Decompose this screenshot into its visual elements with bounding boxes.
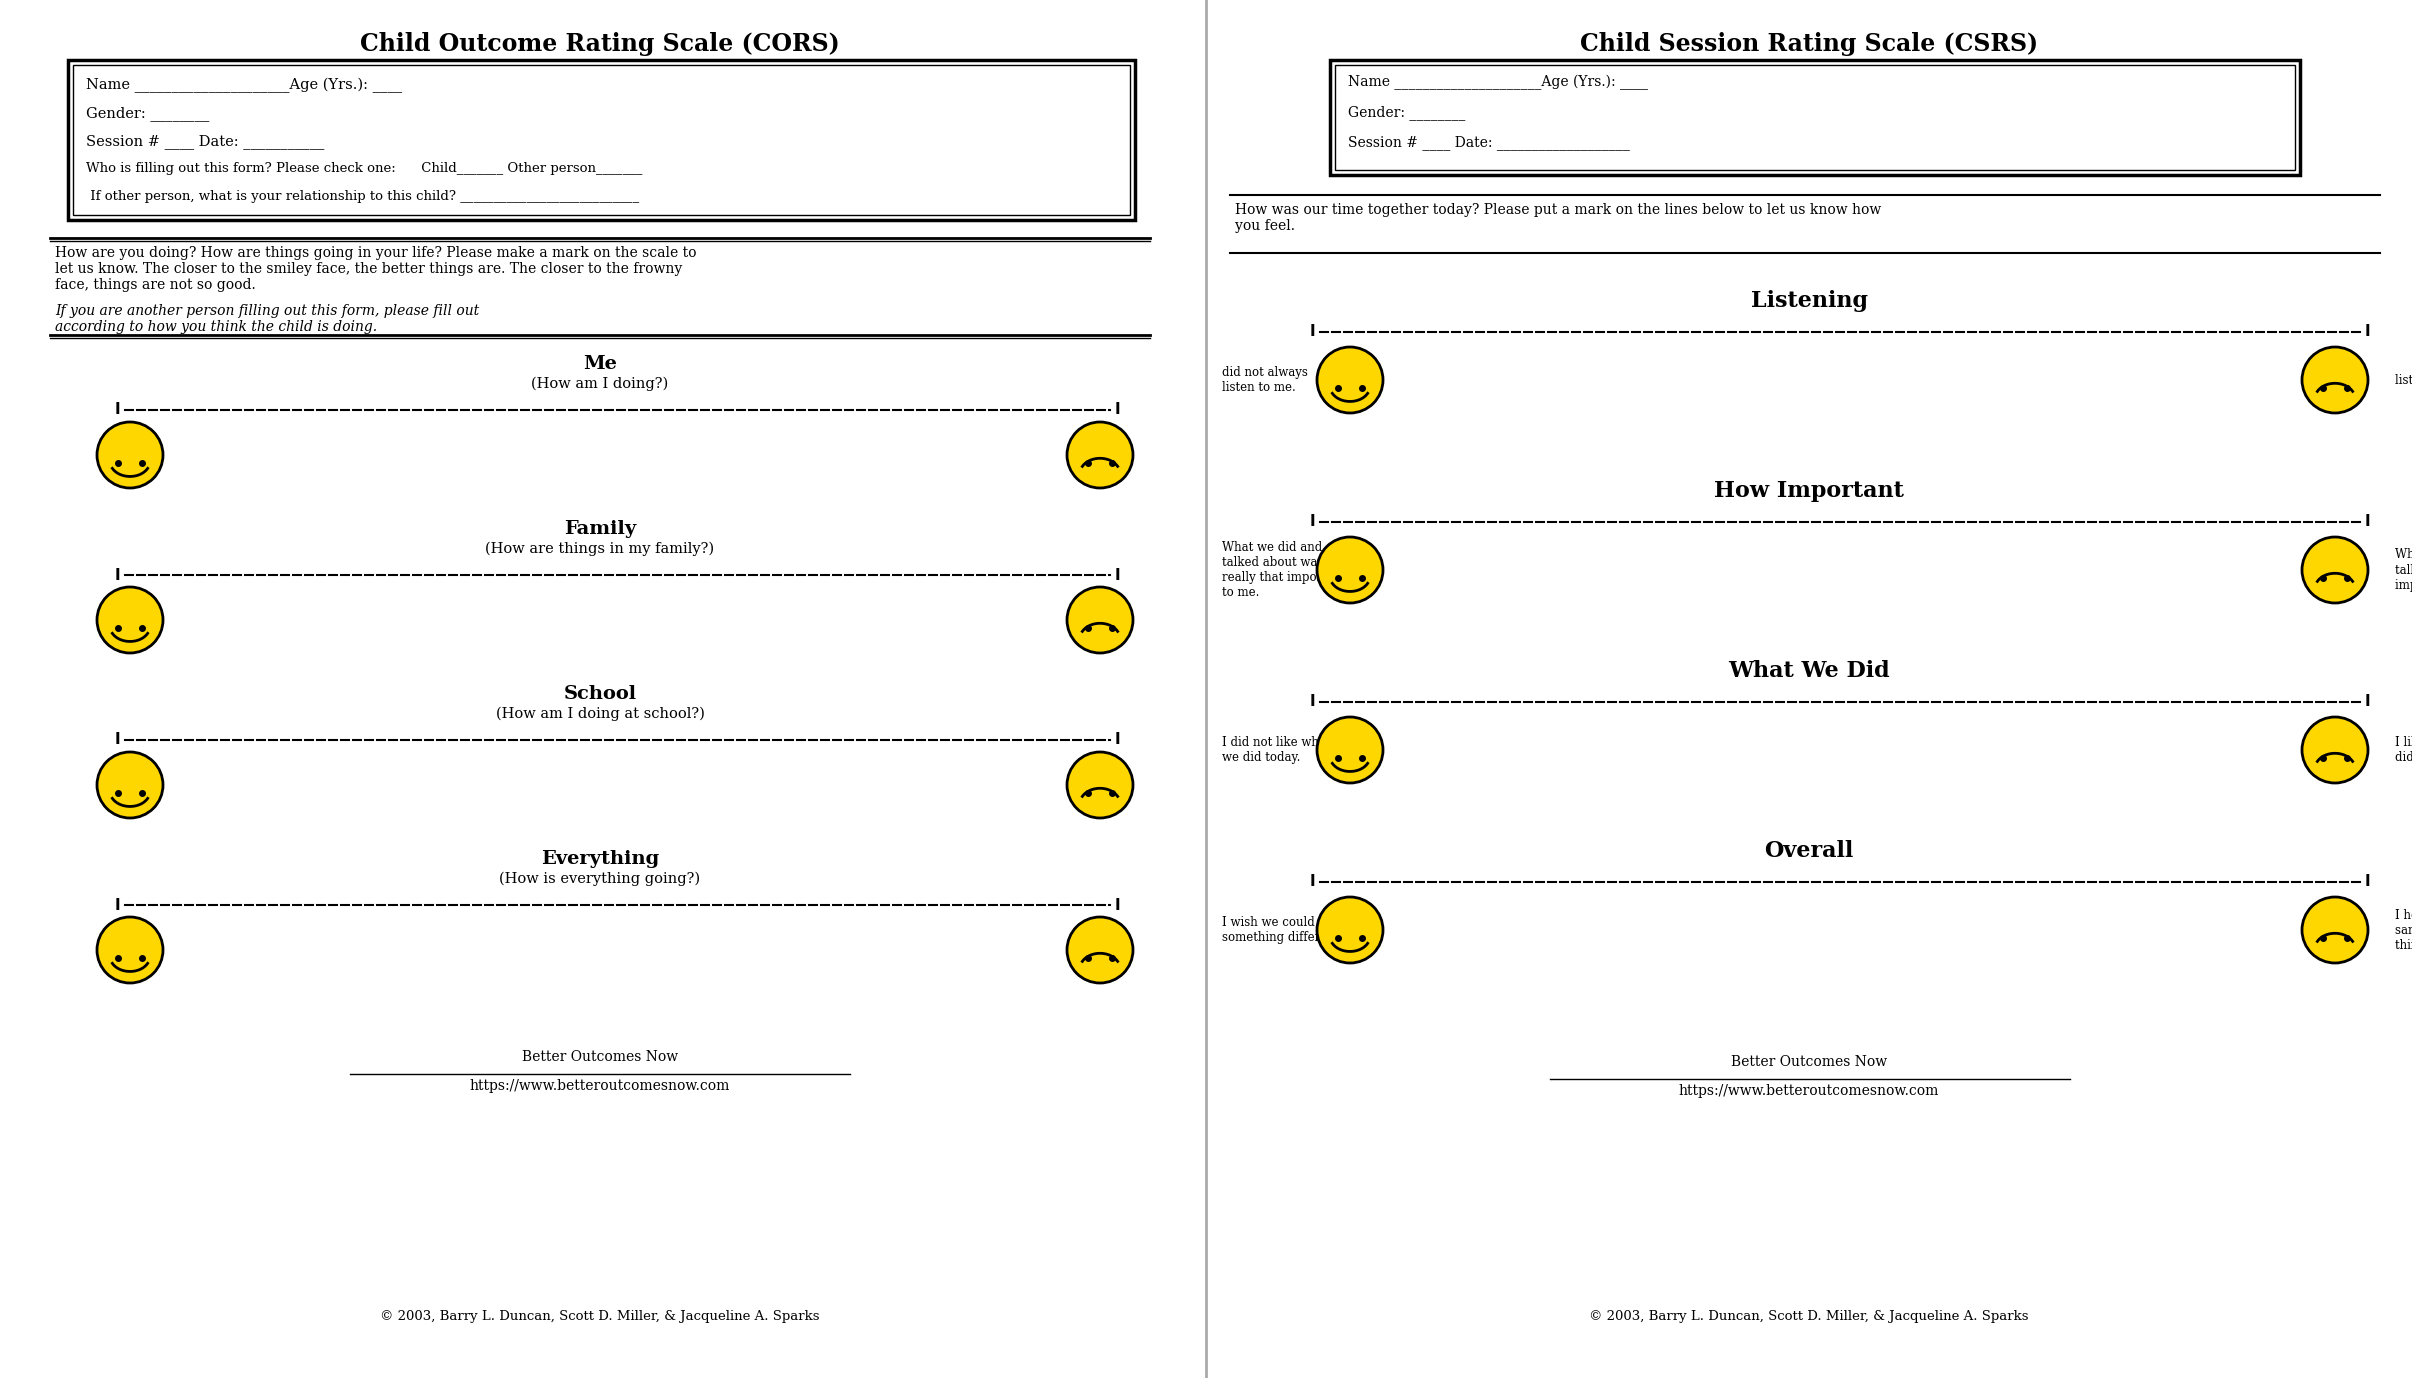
Text: If other person, what is your relationship to this child? ______________________: If other person, what is your relationsh… (87, 190, 639, 203)
Circle shape (2301, 537, 2369, 604)
Circle shape (96, 587, 164, 653)
Text: I: I (1114, 568, 1119, 583)
Text: What we did and
talked about was not
really that important
to me.: What we did and talked about was not rea… (1223, 542, 1346, 599)
Text: I: I (1114, 733, 1119, 747)
Text: did not always
listen to me.: did not always listen to me. (1223, 367, 1307, 394)
Text: Session # ____ Date: ___________________: Session # ____ Date: ___________________ (1348, 135, 1631, 150)
Text: Better Outcomes Now: Better Outcomes Now (1732, 1056, 1886, 1069)
Circle shape (1066, 587, 1134, 653)
Circle shape (1317, 897, 1382, 963)
Text: I: I (1310, 695, 1315, 710)
Circle shape (2301, 717, 2369, 783)
Circle shape (1317, 717, 1382, 783)
Text: (How am I doing?): (How am I doing?) (531, 378, 668, 391)
Text: listened to me.: listened to me. (2395, 373, 2412, 386)
Text: Name _____________________Age (Yrs.): ____: Name _____________________Age (Yrs.): __… (1348, 74, 1647, 91)
Circle shape (1066, 916, 1134, 983)
Text: I wish we could do
something different.: I wish we could do something different. (1223, 916, 1343, 944)
Text: I: I (1310, 324, 1315, 339)
Text: (How are things in my family?): (How are things in my family?) (485, 542, 714, 557)
Text: How Important: How Important (1715, 480, 1903, 502)
Text: I: I (2364, 324, 2371, 339)
Circle shape (96, 752, 164, 819)
Text: I: I (1114, 897, 1119, 912)
Text: Listening: Listening (1751, 289, 1867, 311)
Text: How was our time together today? Please put a mark on the lines below to let us : How was our time together today? Please … (1235, 203, 1881, 233)
Text: Name _____________________Age (Yrs.): ____: Name _____________________Age (Yrs.): __… (87, 79, 403, 94)
Text: I hope we do the
same kind of
things next time.: I hope we do the same kind of things nex… (2395, 908, 2412, 951)
Text: (How am I doing at school?): (How am I doing at school?) (494, 707, 704, 722)
Text: School: School (564, 685, 637, 703)
Text: https://www.betteroutcomesnow.com: https://www.betteroutcomesnow.com (470, 1079, 731, 1093)
Text: © 2003, Barry L. Duncan, Scott D. Miller, & Jacqueline A. Sparks: © 2003, Barry L. Duncan, Scott D. Miller… (1590, 1310, 2028, 1323)
Text: What We Did: What We Did (1727, 660, 1891, 682)
Text: Overall: Overall (1763, 841, 1855, 863)
Bar (1334, 65, 2294, 169)
Circle shape (2301, 897, 2369, 963)
Text: What we did and
talked about were
important to me.: What we did and talked about were import… (2395, 548, 2412, 591)
Circle shape (96, 916, 164, 983)
Text: Child Session Rating Scale (CSRS): Child Session Rating Scale (CSRS) (1580, 32, 2038, 56)
Bar (72, 65, 1129, 215)
Text: Child Outcome Rating Scale (CORS): Child Outcome Rating Scale (CORS) (359, 32, 839, 56)
Text: I: I (1310, 875, 1315, 890)
Text: Everything: Everything (540, 850, 658, 868)
Text: https://www.betteroutcomesnow.com: https://www.betteroutcomesnow.com (1679, 1084, 1939, 1098)
Text: I: I (2364, 695, 2371, 710)
Text: Gender: ________: Gender: ________ (87, 106, 210, 121)
Text: If you are another person filling out this form, please fill out
according to ho: If you are another person filling out th… (55, 305, 480, 335)
Text: Who is filling out this form? Please check one:      Child_______ Other person__: Who is filling out this form? Please che… (87, 163, 642, 175)
Text: Gender: ________: Gender: ________ (1348, 105, 1466, 120)
Text: (How is everything going?): (How is everything going?) (499, 872, 699, 886)
Circle shape (1317, 537, 1382, 604)
Bar (68, 61, 1136, 220)
Text: Family: Family (564, 520, 637, 537)
Text: Me: Me (584, 356, 617, 373)
Text: I: I (2364, 875, 2371, 890)
Text: I: I (2364, 514, 2371, 529)
Text: Better Outcomes Now: Better Outcomes Now (521, 1050, 678, 1064)
Circle shape (96, 422, 164, 488)
Circle shape (2301, 347, 2369, 413)
Circle shape (1066, 422, 1134, 488)
Circle shape (1066, 752, 1134, 819)
Text: I: I (116, 733, 121, 747)
Text: How are you doing? How are things going in your life? Please make a mark on the : How are you doing? How are things going … (55, 247, 697, 292)
Text: © 2003, Barry L. Duncan, Scott D. Miller, & Jacqueline A. Sparks: © 2003, Barry L. Duncan, Scott D. Miller… (381, 1310, 820, 1323)
Text: I did not like what
we did today.: I did not like what we did today. (1223, 736, 1331, 763)
Text: I: I (116, 568, 121, 583)
Text: Session # ____ Date: ___________: Session # ____ Date: ___________ (87, 134, 323, 149)
Text: I: I (116, 402, 121, 418)
Text: I liked what we
did today.: I liked what we did today. (2395, 736, 2412, 763)
Text: I: I (116, 897, 121, 912)
Bar (1329, 61, 2301, 175)
Circle shape (1317, 347, 1382, 413)
Text: I: I (1114, 402, 1119, 418)
Text: I: I (1310, 514, 1315, 529)
